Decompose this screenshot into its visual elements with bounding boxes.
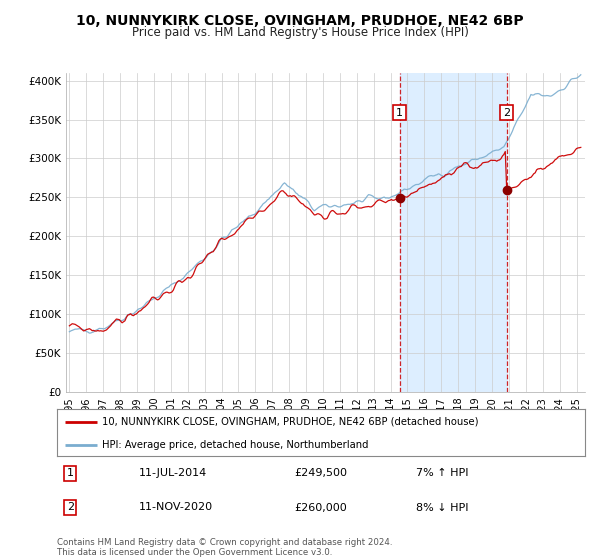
Text: HPI: Average price, detached house, Northumberland: HPI: Average price, detached house, Nort… — [102, 440, 368, 450]
Bar — [400, 73, 507, 392]
Text: 7% ↑ HPI: 7% ↑ HPI — [416, 468, 469, 478]
Text: 1: 1 — [67, 468, 74, 478]
Text: 11-JUL-2014: 11-JUL-2014 — [139, 468, 207, 478]
Text: Price paid vs. HM Land Registry's House Price Index (HPI): Price paid vs. HM Land Registry's House … — [131, 26, 469, 39]
Text: £249,500: £249,500 — [295, 468, 347, 478]
Text: £260,000: £260,000 — [295, 502, 347, 512]
Text: 1: 1 — [396, 108, 403, 118]
Text: 8% ↓ HPI: 8% ↓ HPI — [416, 502, 469, 512]
Text: Contains HM Land Registry data © Crown copyright and database right 2024.
This d: Contains HM Land Registry data © Crown c… — [57, 538, 392, 557]
Text: 10, NUNNYKIRK CLOSE, OVINGHAM, PRUDHOE, NE42 6BP: 10, NUNNYKIRK CLOSE, OVINGHAM, PRUDHOE, … — [76, 14, 524, 28]
Text: 2: 2 — [67, 502, 74, 512]
Text: 2: 2 — [503, 108, 510, 118]
Text: 10, NUNNYKIRK CLOSE, OVINGHAM, PRUDHOE, NE42 6BP (detached house): 10, NUNNYKIRK CLOSE, OVINGHAM, PRUDHOE, … — [102, 417, 478, 427]
Text: 11-NOV-2020: 11-NOV-2020 — [139, 502, 213, 512]
